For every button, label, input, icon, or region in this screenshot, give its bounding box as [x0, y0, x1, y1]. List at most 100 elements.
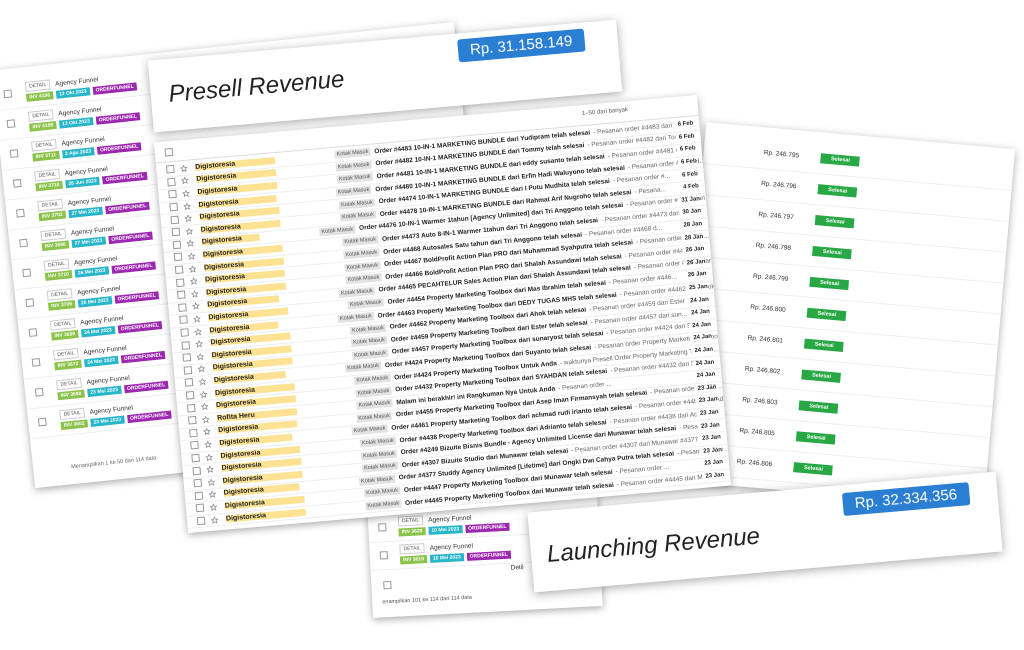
row-checkbox[interactable] [191, 453, 200, 463]
row-checkbox[interactable] [196, 516, 206, 526]
star-icon[interactable] [196, 352, 205, 361]
email-row[interactable]: Digistoresia Kotak Masuk Order #4445 Prope… [186, 468, 731, 530]
row-checkbox[interactable] [16, 208, 25, 218]
row-checkbox[interactable] [184, 378, 194, 388]
row-checkbox[interactable] [379, 551, 389, 560]
row-checkbox[interactable] [183, 365, 193, 375]
email-row[interactable]: Digistoresia Kotak Masuk Order #4463 Prope… [170, 280, 715, 342]
email-row[interactable]: Digistoresia Kotak Masuk Order #4480 10-IN… [159, 154, 704, 216]
star-icon[interactable] [204, 440, 212, 449]
row-checkbox[interactable] [12, 178, 22, 188]
row-checkbox[interactable] [169, 202, 178, 212]
star-icon[interactable] [187, 252, 196, 260]
email-row[interactable]: Digistoresia Kotak Masuk Order #4432 Prope… [176, 355, 721, 417]
row-checkbox[interactable] [178, 303, 187, 312]
row-checkbox[interactable] [168, 190, 177, 199]
detail-button[interactable]: DETAIL [30, 139, 58, 152]
row-checkbox[interactable] [187, 416, 197, 425]
row-checkbox[interactable] [170, 215, 180, 224]
detail-button[interactable]: DETAIL [43, 258, 70, 271]
row-checkbox[interactable] [182, 353, 192, 363]
star-icon[interactable] [206, 465, 214, 474]
email-row[interactable]: Rofita Heru Kotak Masuk Malam ini berakhir… [177, 367, 722, 429]
email-row[interactable]: Digistoresia Kotak Masuk Order #4483 10-IN… [155, 116, 700, 178]
row-checkbox[interactable] [19, 238, 28, 248]
star-icon[interactable] [205, 453, 213, 461]
star-icon[interactable] [203, 428, 211, 436]
row-checkbox[interactable] [193, 478, 203, 488]
detail-button[interactable]: DETAIL [49, 318, 76, 331]
row-checkbox[interactable] [173, 252, 183, 262]
email-row[interactable]: Digistoresia Kotak Masuk Order #4476 10-IN… [162, 192, 707, 254]
row-checkbox[interactable] [34, 387, 44, 397]
detail-button[interactable]: DETAIL [24, 79, 51, 92]
email-row[interactable]: Digistoresia Kotak Masuk Order #4468 Autos… [164, 217, 709, 279]
row-checkbox[interactable] [175, 278, 185, 287]
select-all[interactable] [164, 147, 174, 157]
detail-button[interactable]: DETAIL [52, 347, 79, 361]
star-icon[interactable] [184, 214, 192, 223]
row-checkbox[interactable] [383, 580, 392, 590]
detail-button[interactable]: DETAIL [34, 168, 61, 182]
email-row[interactable]: Digistoresia Kotak Masuk Order #4465 PECAH… [167, 254, 713, 317]
row-checkbox[interactable] [172, 240, 182, 250]
email-row[interactable]: Digistoresia Kotak Masuk Order #4457 Prope… [173, 317, 718, 379]
row-checkbox[interactable] [166, 165, 175, 174]
email-row[interactable]: Digistoresia Kotak Masuk Order #4455 Prope… [178, 380, 724, 442]
detail-button[interactable]: DETAIL [40, 228, 67, 242]
star-icon[interactable] [208, 490, 217, 499]
email-row[interactable]: Digistoresia Kotak Masuk Order #4481 10-IN… [158, 142, 703, 204]
star-icon[interactable] [197, 365, 206, 373]
detail-button[interactable]: DETAIL [27, 109, 54, 122]
star-icon[interactable] [199, 390, 208, 399]
email-row[interactable]: Digistoresia Kotak Masuk Order #4438 Prope… [181, 405, 726, 467]
star-icon[interactable] [185, 227, 194, 235]
star-icon[interactable] [201, 415, 210, 424]
star-icon[interactable] [183, 202, 191, 210]
row-checkbox[interactable] [195, 504, 205, 513]
star-icon[interactable] [207, 478, 216, 486]
star-icon[interactable] [195, 340, 203, 348]
email-row[interactable]: Digistoresia Kotak Masuk Order #4447 Prope… [185, 455, 730, 517]
email-row[interactable]: Digistoresia Kotak Masuk Order #4474 10-IN… [160, 167, 705, 229]
email-row[interactable]: Digistoresia Kotak Masuk Order #4473 Auto … [163, 204, 708, 266]
detail-button[interactable]: DETAIL [46, 288, 73, 301]
row-checkbox[interactable] [22, 268, 32, 278]
row-checkbox[interactable] [174, 265, 184, 275]
detail-link[interactable]: Detil [510, 563, 524, 572]
star-icon[interactable] [200, 402, 209, 411]
star-icon[interactable] [210, 515, 219, 524]
row-checkbox[interactable] [9, 149, 19, 158]
row-checkbox[interactable] [31, 357, 41, 367]
star-icon[interactable] [189, 277, 198, 286]
row-checkbox[interactable] [189, 428, 198, 438]
row-checkbox[interactable] [185, 391, 195, 400]
email-row[interactable]: Digistoresia Kotak Masuk Order #4454 Prope… [169, 267, 714, 329]
row-checkbox[interactable] [6, 119, 16, 129]
star-icon[interactable] [192, 302, 200, 311]
star-icon[interactable] [194, 327, 202, 336]
email-row[interactable]: Digistoresia Kotak Masuk Order #4377 Studd… [184, 443, 729, 505]
star-icon[interactable] [191, 290, 199, 298]
email-row[interactable]: Digistoresia Kotak Masuk Order #4459 Prope… [172, 305, 717, 367]
row-checkbox[interactable] [3, 89, 13, 99]
row-checkbox[interactable] [25, 298, 35, 308]
star-icon[interactable] [193, 315, 201, 323]
email-row[interactable]: Digistoresia Kotak Masuk Order #4482 10-IN… [156, 129, 702, 191]
email-row[interactable]: Digistoresia Kotak Masuk Order #4466 BoldP… [166, 242, 711, 304]
row-checkbox[interactable] [190, 441, 199, 450]
star-icon[interactable] [188, 264, 197, 273]
detail-button[interactable]: DETAIL [59, 407, 86, 421]
row-checkbox[interactable] [28, 328, 38, 337]
star-icon[interactable] [209, 503, 218, 511]
email-row[interactable]: Digistoresia Kotak Masuk Order #4461 Prope… [180, 393, 725, 455]
row-checkbox[interactable] [194, 491, 204, 501]
row-checkbox[interactable] [167, 177, 176, 187]
star-icon[interactable] [182, 189, 190, 198]
detail-button[interactable]: DETAIL [399, 543, 425, 555]
row-checkbox[interactable] [192, 466, 202, 476]
detail-button[interactable]: DETAIL [397, 515, 424, 527]
star-icon[interactable] [198, 377, 207, 386]
detail-button[interactable]: DETAIL [56, 377, 83, 391]
detail-button[interactable]: DETAIL [37, 198, 64, 212]
